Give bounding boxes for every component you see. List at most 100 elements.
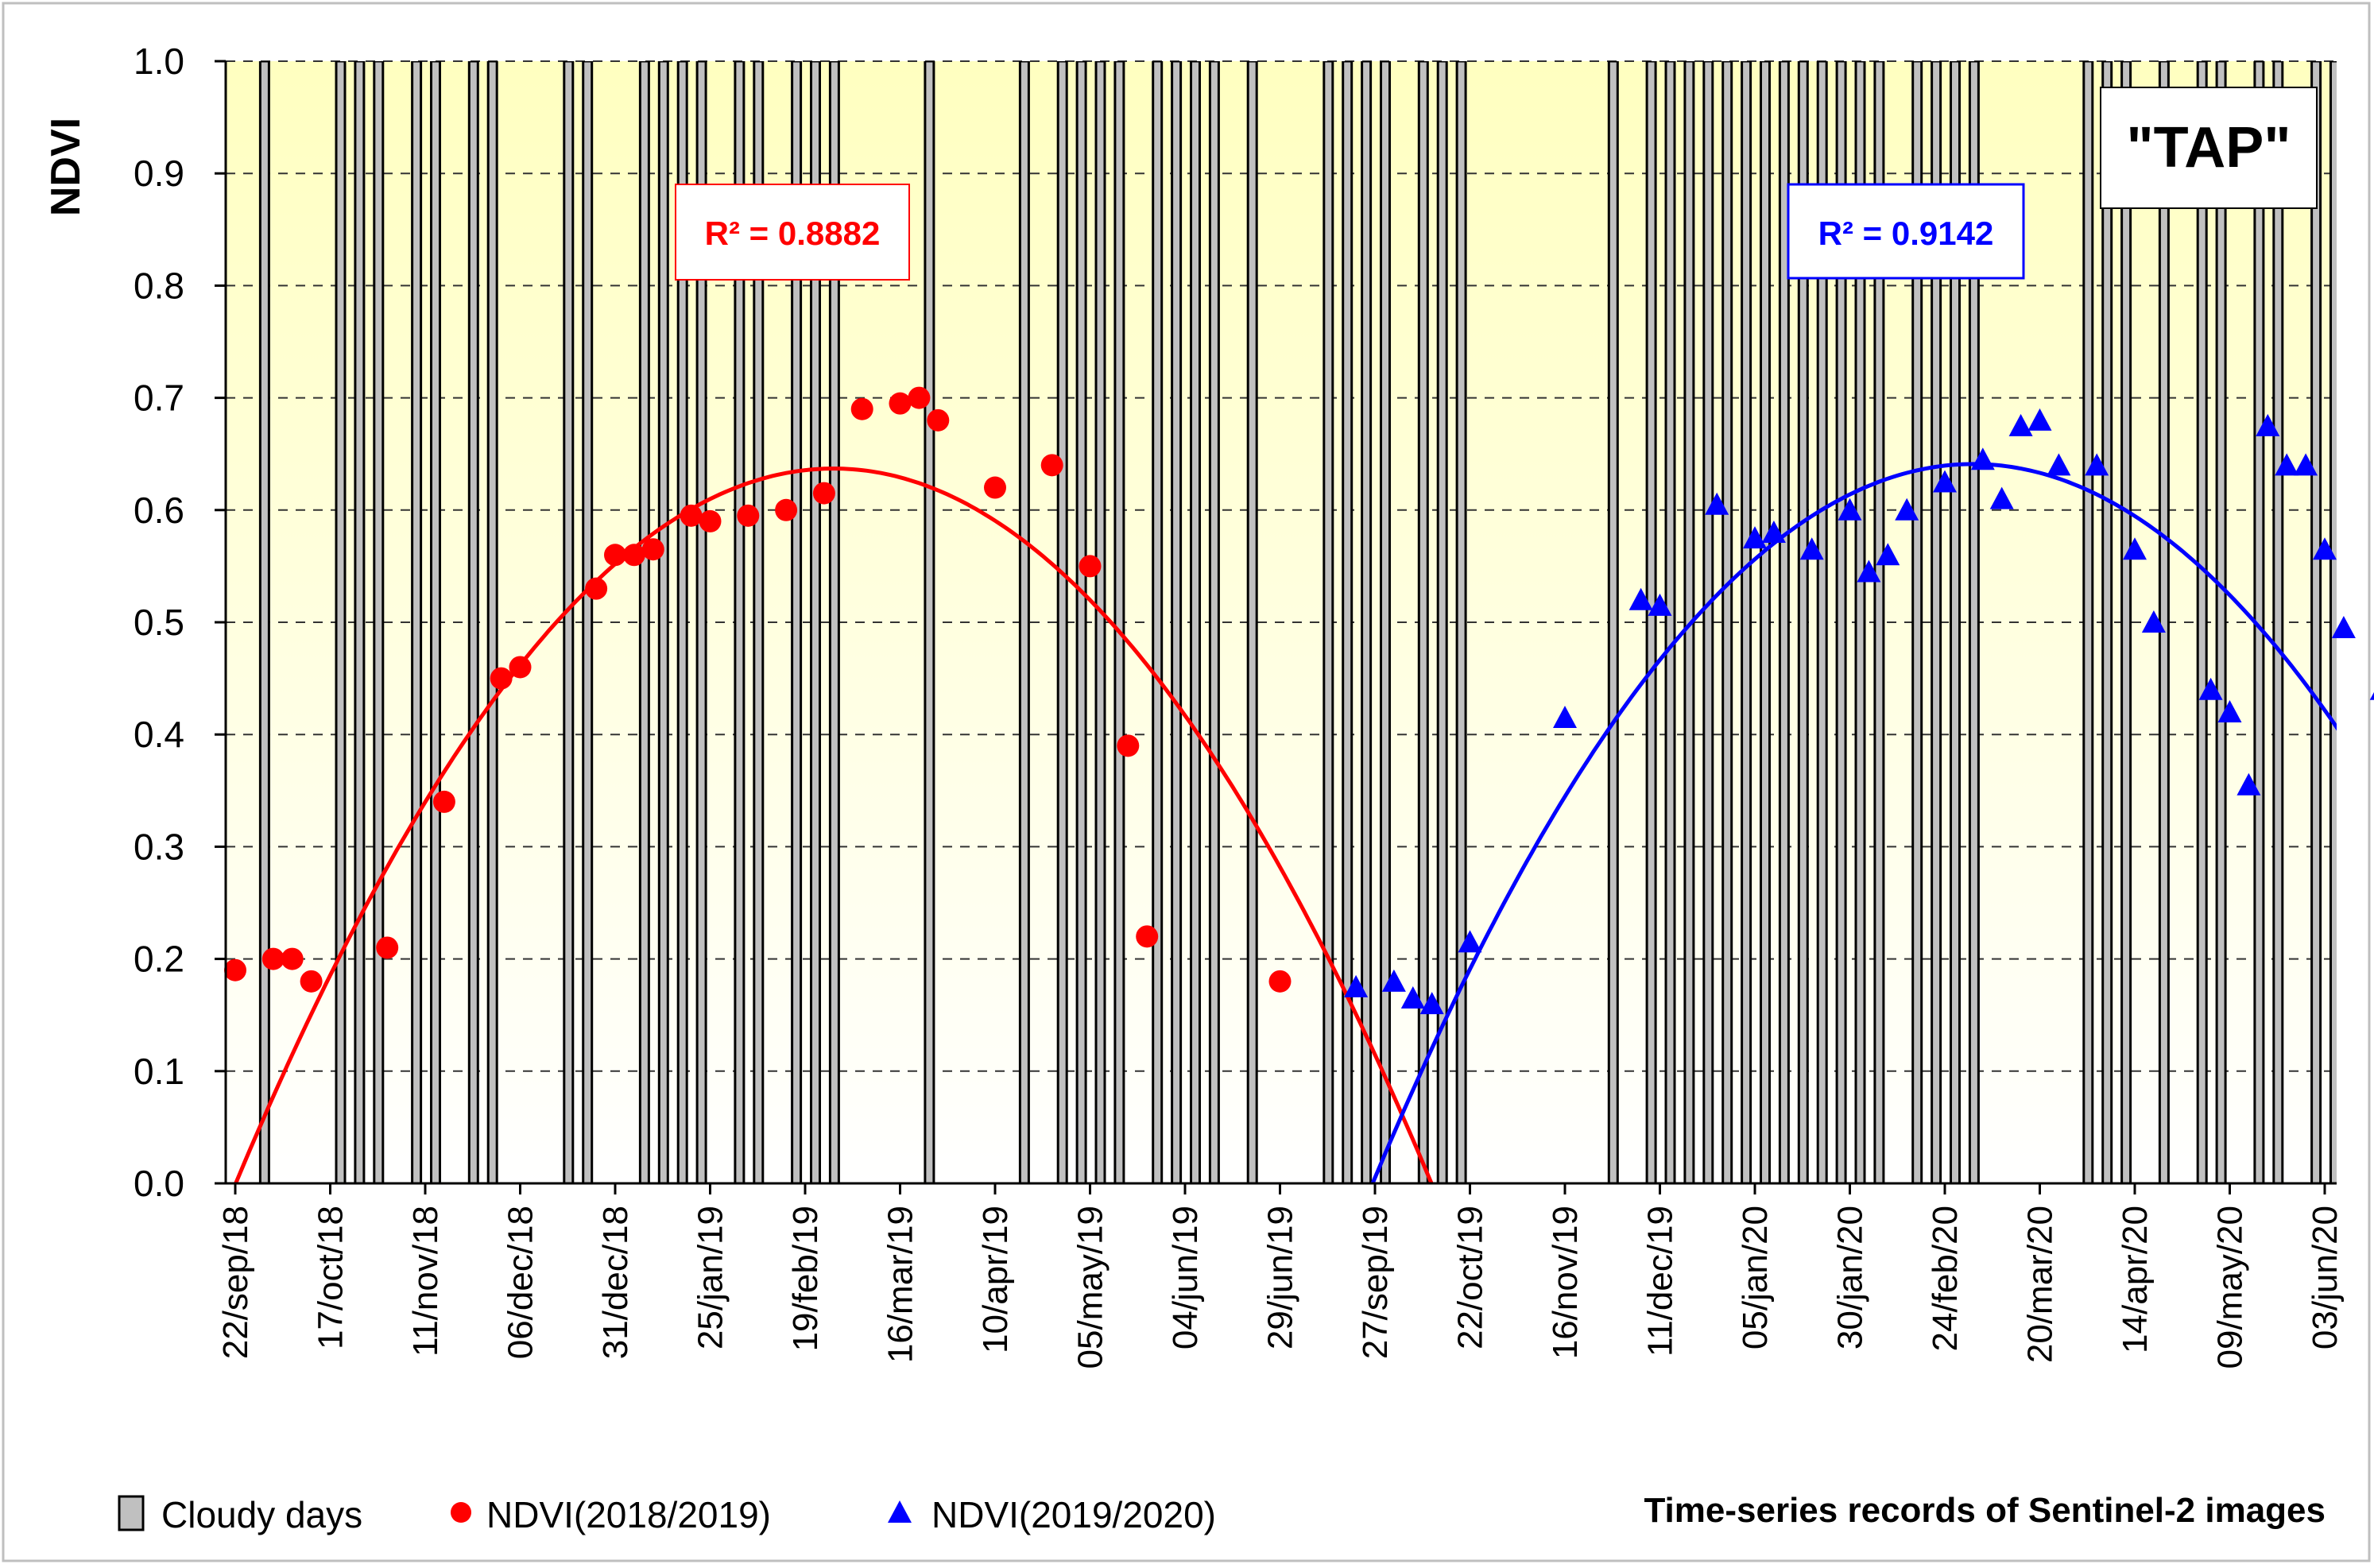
cloudy-day-bar bbox=[2329, 61, 2337, 1183]
data-point-series2 bbox=[1743, 526, 1767, 549]
x-axis-caption: Time-series records of Sentinel-2 images bbox=[1644, 1491, 2326, 1530]
title-box: "TAP" bbox=[2100, 87, 2318, 209]
cloudy-day-bar bbox=[1968, 61, 1980, 1183]
cloudy-day-bar bbox=[258, 61, 270, 1183]
r2-box-series1: R² = 0.8882 bbox=[675, 184, 910, 281]
cloudy-day-bar bbox=[1911, 61, 1923, 1183]
cloudy-day-bar bbox=[1417, 61, 1429, 1183]
data-point-series2 bbox=[1344, 974, 1369, 997]
cloudy-day-bar bbox=[2158, 61, 2170, 1183]
cloudy-day-bar bbox=[734, 61, 746, 1183]
cloudy-day-bar bbox=[1361, 61, 1373, 1183]
x-tick-label: 30/jan/20 bbox=[1831, 1206, 1870, 1349]
y-tick-label: 0.3 bbox=[134, 826, 184, 867]
cloudy-day-bar bbox=[1018, 61, 1030, 1183]
x-tick-label: 25/jan/19 bbox=[691, 1206, 730, 1349]
cloudy-day-bar bbox=[1380, 61, 1391, 1183]
cloudy-day-bar bbox=[1760, 61, 1771, 1183]
x-tick-label: 22/sep/18 bbox=[216, 1206, 255, 1359]
data-point-series1 bbox=[680, 504, 703, 527]
data-point-series2 bbox=[2198, 677, 2223, 700]
data-point-series2 bbox=[1857, 559, 1881, 583]
cloudy-day-bar bbox=[1931, 61, 1942, 1183]
data-point-series2 bbox=[1895, 498, 1919, 521]
data-point-series1 bbox=[281, 947, 304, 970]
x-tick-label: 19/feb/19 bbox=[786, 1206, 825, 1352]
cloudy-day-bar bbox=[582, 61, 594, 1183]
cloudy-day-bar bbox=[828, 61, 840, 1183]
cloudy-days-bars bbox=[258, 61, 2337, 1183]
gridlines bbox=[226, 60, 2337, 1072]
cloudy-day-bar bbox=[753, 61, 765, 1183]
x-tick-label: 14/apr/20 bbox=[2116, 1206, 2155, 1353]
y-tick-label: 0.7 bbox=[134, 377, 184, 419]
legend-series2-label: NDVI(2019/2020) bbox=[931, 1494, 1216, 1535]
x-tick-label: 16/mar/19 bbox=[881, 1206, 920, 1363]
cloudy-day-bar bbox=[2120, 61, 2132, 1183]
data-point-series1 bbox=[261, 947, 285, 970]
legend-series1-label: NDVI(2018/2019) bbox=[486, 1494, 771, 1535]
cloudy-day-bar bbox=[791, 61, 803, 1183]
data-point-series1 bbox=[889, 392, 912, 415]
trendline-series1 bbox=[233, 467, 1434, 1183]
data-point-series2 bbox=[1628, 587, 1653, 610]
cloudy-day-bar bbox=[810, 61, 821, 1183]
data-point-series1 bbox=[432, 790, 455, 813]
cloudy-day-bar bbox=[676, 61, 688, 1183]
cloudy-day-bar bbox=[1816, 61, 1828, 1183]
data-point-series1 bbox=[509, 656, 532, 679]
y-axis-ticks: 0.0 0.1 0.2 0.3 0.4 0.5 0.6 0.7 0.8 0.9 1.0 bbox=[134, 41, 226, 1204]
cloudy-day-bar bbox=[1113, 61, 1125, 1183]
cloudy-day-bar bbox=[1075, 61, 1087, 1183]
x-tick-label: 11/nov/18 bbox=[406, 1206, 445, 1357]
x-tick-label: 03/jun/20 bbox=[2306, 1206, 2345, 1349]
data-point-series2 bbox=[2008, 413, 2033, 436]
r2-label-series1: R² = 0.8882 bbox=[705, 215, 881, 252]
cloudy-day-bar bbox=[486, 61, 498, 1183]
x-axis-ticks: 22/sep/18 17/oct/18 11/nov/18 06/dec/18 31/d… bbox=[216, 1183, 2345, 1369]
data-point-series2 bbox=[1419, 992, 1444, 1015]
data-point-series1 bbox=[1040, 454, 1063, 477]
cloudy-day-bar bbox=[411, 61, 423, 1183]
data-point-series1 bbox=[850, 397, 873, 420]
cloudy-day-bar bbox=[1854, 61, 1866, 1183]
data-point-series2 bbox=[1458, 930, 1482, 953]
chart-title: "TAP" bbox=[2127, 116, 2291, 180]
cloudy-day-bar bbox=[1323, 61, 1334, 1183]
legend: Cloudy days NDVI(2018/2019) NDVI(2019/20… bbox=[118, 1494, 1216, 1535]
r2-label-series2: R² = 0.9142 bbox=[1818, 215, 1994, 252]
legend-cloudy-label: Cloudy days bbox=[161, 1494, 362, 1535]
data-point-series2 bbox=[1838, 498, 1862, 521]
data-point-series2 bbox=[1761, 521, 1786, 544]
cloudy-day-bar bbox=[1152, 61, 1164, 1183]
data-point-series2 bbox=[2237, 772, 2261, 796]
data-point-series1 bbox=[908, 386, 931, 409]
data-point-series2 bbox=[2141, 610, 2166, 633]
y-tick-label: 0.6 bbox=[134, 490, 184, 531]
cloudy-day-bar bbox=[1741, 61, 1752, 1183]
data-point-series2 bbox=[1799, 537, 1824, 560]
data-point-series2 bbox=[1553, 706, 1577, 729]
r2-box-series2: R² = 0.9142 bbox=[1787, 183, 2025, 280]
y-axis-title: NDVI bbox=[43, 118, 89, 216]
cloudy-day-bar bbox=[638, 61, 650, 1183]
data-point-series1 bbox=[775, 498, 798, 521]
cloudy-day-bar bbox=[467, 61, 479, 1183]
y-tick-label: 0.5 bbox=[134, 602, 184, 643]
y-tick-label: 0.0 bbox=[134, 1163, 184, 1204]
x-tick-label: 05/may/19 bbox=[1071, 1206, 1110, 1369]
cloudy-day-bar bbox=[1797, 61, 1809, 1183]
cloudy-day-bar bbox=[1094, 61, 1106, 1183]
data-point-series1 bbox=[1117, 734, 1140, 757]
data-point-series1 bbox=[1136, 925, 1159, 948]
cloudy-day-bar bbox=[1246, 61, 1258, 1183]
x-tick-label: 16/nov/19 bbox=[1546, 1206, 1585, 1359]
data-point-series1 bbox=[641, 538, 664, 561]
cloudy-day-bar bbox=[1436, 61, 1448, 1183]
cloudy-day-bar bbox=[373, 61, 385, 1183]
data-point-series1 bbox=[1268, 970, 1292, 993]
data-point-series1 bbox=[604, 544, 626, 567]
data-point-series2 bbox=[2294, 453, 2318, 476]
legend-item-cloudy: Cloudy days bbox=[118, 1494, 362, 1535]
